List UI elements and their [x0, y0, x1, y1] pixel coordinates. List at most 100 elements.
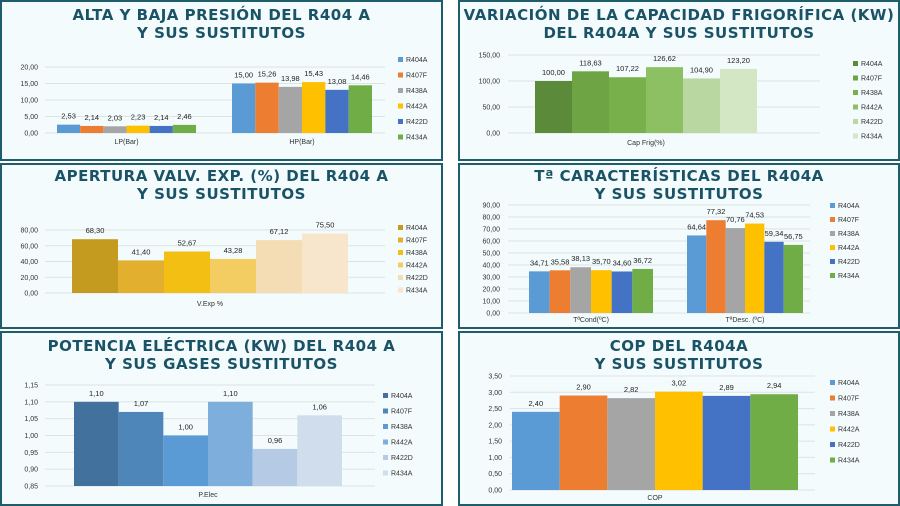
data-label: 1,10: [89, 389, 104, 398]
y-tick-label: 80,00: [20, 228, 38, 235]
legend-swatch: [830, 395, 835, 401]
category-label: V.Exp %: [197, 301, 223, 308]
bar-r434a: [750, 394, 798, 490]
data-label: 34,71: [530, 258, 549, 267]
bar-r422d: [252, 448, 298, 486]
bar-r438a: [607, 398, 655, 490]
legend-label: R422D: [861, 119, 883, 126]
legend-swatch: [398, 103, 403, 109]
bar-r438a: [164, 251, 210, 293]
data-label: 43,28: [224, 246, 243, 255]
y-tick-label: 20,00: [20, 65, 38, 72]
y-tick-label: 50,00: [482, 105, 500, 112]
legend-label: R404A: [406, 57, 428, 64]
y-tick-label: 60,00: [482, 239, 500, 246]
data-label: 1,07: [134, 399, 149, 408]
legend-label: R407F: [838, 396, 859, 403]
bar-r422d: [256, 240, 302, 293]
legend-swatch: [853, 61, 858, 66]
y-tick-label: 3,50: [488, 374, 502, 381]
bar-r434a: [172, 124, 196, 133]
y-tick-label: 0,90: [24, 467, 38, 474]
y-tick-label: 50,00: [482, 251, 500, 258]
y-tick-label: 90,00: [482, 203, 500, 210]
bar-r407f: [80, 125, 104, 133]
legend-swatch: [830, 442, 835, 447]
category-label: P.Elec: [198, 492, 218, 499]
data-label: 2,40: [529, 399, 544, 408]
y-tick-label: 40,00: [20, 259, 38, 266]
bar-r442a: [126, 125, 150, 133]
bar-r404a: [232, 83, 256, 133]
chart-panel-pressure: ALTA Y BAJA PRESIÓN DEL R404 A Y SUS SUS…: [0, 0, 443, 161]
bar-r438a: [278, 86, 302, 133]
legend-label: R434A: [406, 288, 428, 295]
legend-swatch: [830, 217, 835, 222]
legend-label: R442A: [838, 245, 860, 252]
y-tick-label: 3,00: [488, 390, 502, 397]
data-label: 35,70: [592, 257, 611, 266]
bar-r422d: [149, 125, 173, 133]
bar-r442a: [302, 82, 326, 133]
category-label: TªDesc. (ºC): [726, 317, 765, 324]
data-label: 1,06: [312, 402, 327, 411]
bar-r434a: [302, 233, 348, 293]
data-label: 100,00: [542, 68, 565, 77]
legend-swatch: [398, 88, 403, 93]
bar-r422d: [325, 89, 349, 133]
data-label: 3,02: [672, 379, 687, 388]
legend-swatch: [830, 203, 835, 208]
y-tick-label: 0,85: [24, 484, 38, 491]
data-label: 0,96: [268, 436, 283, 445]
y-tick-label: 2,50: [488, 406, 502, 413]
legend-swatch: [830, 457, 835, 463]
bar-r438a: [103, 126, 127, 133]
data-label: 34,60: [613, 258, 632, 267]
y-tick-label: 1,15: [24, 383, 38, 390]
bar-r438a: [570, 267, 591, 313]
legend-label: R442A: [838, 427, 860, 434]
data-label: 67,12: [270, 227, 289, 236]
y-tick-label: 0,00: [488, 488, 502, 495]
legend-label: R438A: [406, 88, 428, 95]
legend-swatch: [398, 134, 403, 140]
data-label: 41,40: [132, 247, 151, 256]
y-tick-label: 0,00: [24, 291, 38, 298]
bar-r438a: [725, 228, 745, 313]
bar-r407f: [118, 260, 164, 293]
category-label: HP(Bar): [289, 139, 314, 146]
y-tick-label: 150,00: [479, 53, 501, 60]
data-label: 59,34: [765, 229, 784, 238]
legend-label: R438A: [391, 424, 413, 431]
legend-label: R404A: [391, 393, 413, 400]
data-label: 1,00: [178, 423, 193, 432]
bar-r407f: [572, 71, 609, 133]
data-label: 75,50: [316, 221, 335, 230]
legend-label: R442A: [861, 105, 883, 112]
y-tick-label: 40,00: [482, 263, 500, 270]
legend-swatch: [398, 250, 403, 255]
data-label: 2,46: [177, 112, 192, 121]
data-label: 35,58: [551, 257, 570, 266]
data-label: 74,53: [745, 211, 764, 220]
legend-label: R434A: [838, 273, 860, 280]
legend-label: R438A: [861, 90, 883, 97]
bar-r434a: [297, 415, 342, 486]
legend-label: R404A: [406, 225, 428, 232]
data-label: 2,03: [108, 113, 123, 122]
y-tick-label: 15,00: [20, 81, 38, 88]
bar-r407f: [118, 411, 164, 486]
data-label: 64,64: [687, 222, 706, 231]
chart-title: Tª CARACTERÍSTICAS DEL R404A Y SUS SUSTI…: [534, 167, 824, 203]
y-tick-label: 0,50: [488, 471, 502, 478]
legend-label: R422D: [391, 455, 413, 462]
legend-swatch: [830, 411, 835, 416]
legend-label: R407F: [861, 76, 882, 83]
data-label: 52,67: [178, 239, 197, 248]
legend-label: R434A: [838, 458, 860, 465]
legend-label: R438A: [406, 250, 428, 257]
data-label: 2,82: [624, 385, 639, 394]
legend-swatch: [853, 133, 858, 139]
y-tick-label: 1,05: [24, 416, 38, 423]
legend-label: R404A: [838, 203, 860, 210]
